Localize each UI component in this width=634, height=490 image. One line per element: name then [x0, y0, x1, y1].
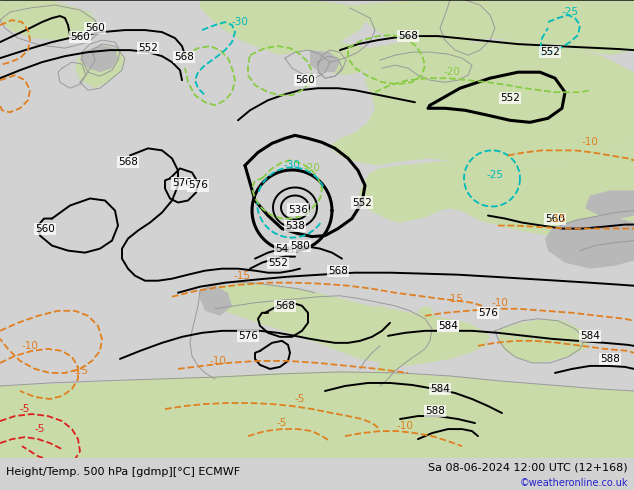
Polygon shape	[358, 140, 634, 236]
Text: -20: -20	[444, 67, 460, 77]
Text: ©weatheronline.co.uk: ©weatheronline.co.uk	[519, 478, 628, 488]
Text: 568: 568	[275, 301, 295, 311]
Text: 568: 568	[398, 31, 418, 41]
Text: -15: -15	[72, 366, 89, 376]
Text: -15: -15	[233, 270, 250, 281]
Polygon shape	[80, 45, 118, 72]
Text: 552: 552	[500, 93, 520, 103]
Text: -20: -20	[304, 164, 320, 173]
Polygon shape	[545, 216, 634, 269]
Text: 576: 576	[172, 178, 192, 189]
Text: 560: 560	[70, 32, 90, 42]
Text: -10: -10	[396, 421, 413, 431]
Text: -10: -10	[210, 356, 226, 366]
Text: 576: 576	[188, 180, 208, 191]
Text: 560: 560	[545, 214, 565, 223]
Text: 560: 560	[295, 75, 315, 85]
Polygon shape	[540, 345, 554, 359]
Text: 552: 552	[268, 258, 288, 268]
Text: 584: 584	[438, 321, 458, 331]
Text: Sa 08-06-2024 12:00 UTC (12+168): Sa 08-06-2024 12:00 UTC (12+168)	[428, 462, 628, 472]
Polygon shape	[200, 0, 370, 55]
Text: 584: 584	[438, 321, 458, 331]
Polygon shape	[358, 306, 430, 393]
Text: 568: 568	[118, 157, 138, 168]
Polygon shape	[350, 0, 634, 55]
Polygon shape	[330, 40, 634, 169]
Polygon shape	[416, 306, 435, 329]
Text: -5: -5	[35, 424, 45, 434]
Text: 538: 538	[285, 220, 305, 231]
Text: -15: -15	[446, 294, 463, 304]
Text: -10: -10	[22, 341, 39, 351]
Polygon shape	[200, 286, 232, 316]
Text: -30: -30	[231, 17, 249, 27]
Text: -25: -25	[562, 7, 578, 17]
Text: 576: 576	[478, 308, 498, 318]
Text: -15: -15	[550, 214, 567, 223]
Text: 580: 580	[290, 241, 310, 250]
Text: 588: 588	[425, 406, 445, 416]
Polygon shape	[585, 191, 634, 219]
Polygon shape	[424, 341, 448, 361]
Text: 544: 544	[275, 244, 295, 254]
Text: -5: -5	[20, 404, 30, 414]
Polygon shape	[310, 42, 380, 75]
Text: -5: -5	[277, 418, 287, 428]
Text: 560: 560	[35, 223, 55, 234]
Text: Height/Temp. 500 hPa [gdmp][°C] ECMWF: Height/Temp. 500 hPa [gdmp][°C] ECMWF	[6, 467, 240, 477]
Text: 560: 560	[85, 23, 105, 33]
Text: -10: -10	[491, 298, 508, 308]
Polygon shape	[200, 283, 490, 366]
Text: 568: 568	[174, 52, 194, 62]
Polygon shape	[75, 45, 125, 88]
Text: -5: -5	[295, 394, 305, 404]
Text: 536: 536	[288, 204, 308, 215]
Text: 552: 552	[352, 197, 372, 207]
Text: -10: -10	[581, 137, 598, 147]
Text: -25: -25	[486, 171, 503, 180]
Text: 576: 576	[238, 331, 258, 341]
Text: 584: 584	[580, 331, 600, 341]
Text: 568: 568	[328, 266, 348, 276]
Polygon shape	[310, 50, 340, 72]
Text: 552: 552	[540, 47, 560, 57]
Text: 588: 588	[600, 354, 620, 364]
Polygon shape	[0, 0, 100, 40]
Polygon shape	[498, 319, 590, 363]
Text: -30: -30	[283, 160, 301, 171]
Polygon shape	[0, 371, 634, 458]
Text: 552: 552	[138, 43, 158, 53]
Text: 584: 584	[430, 384, 450, 394]
